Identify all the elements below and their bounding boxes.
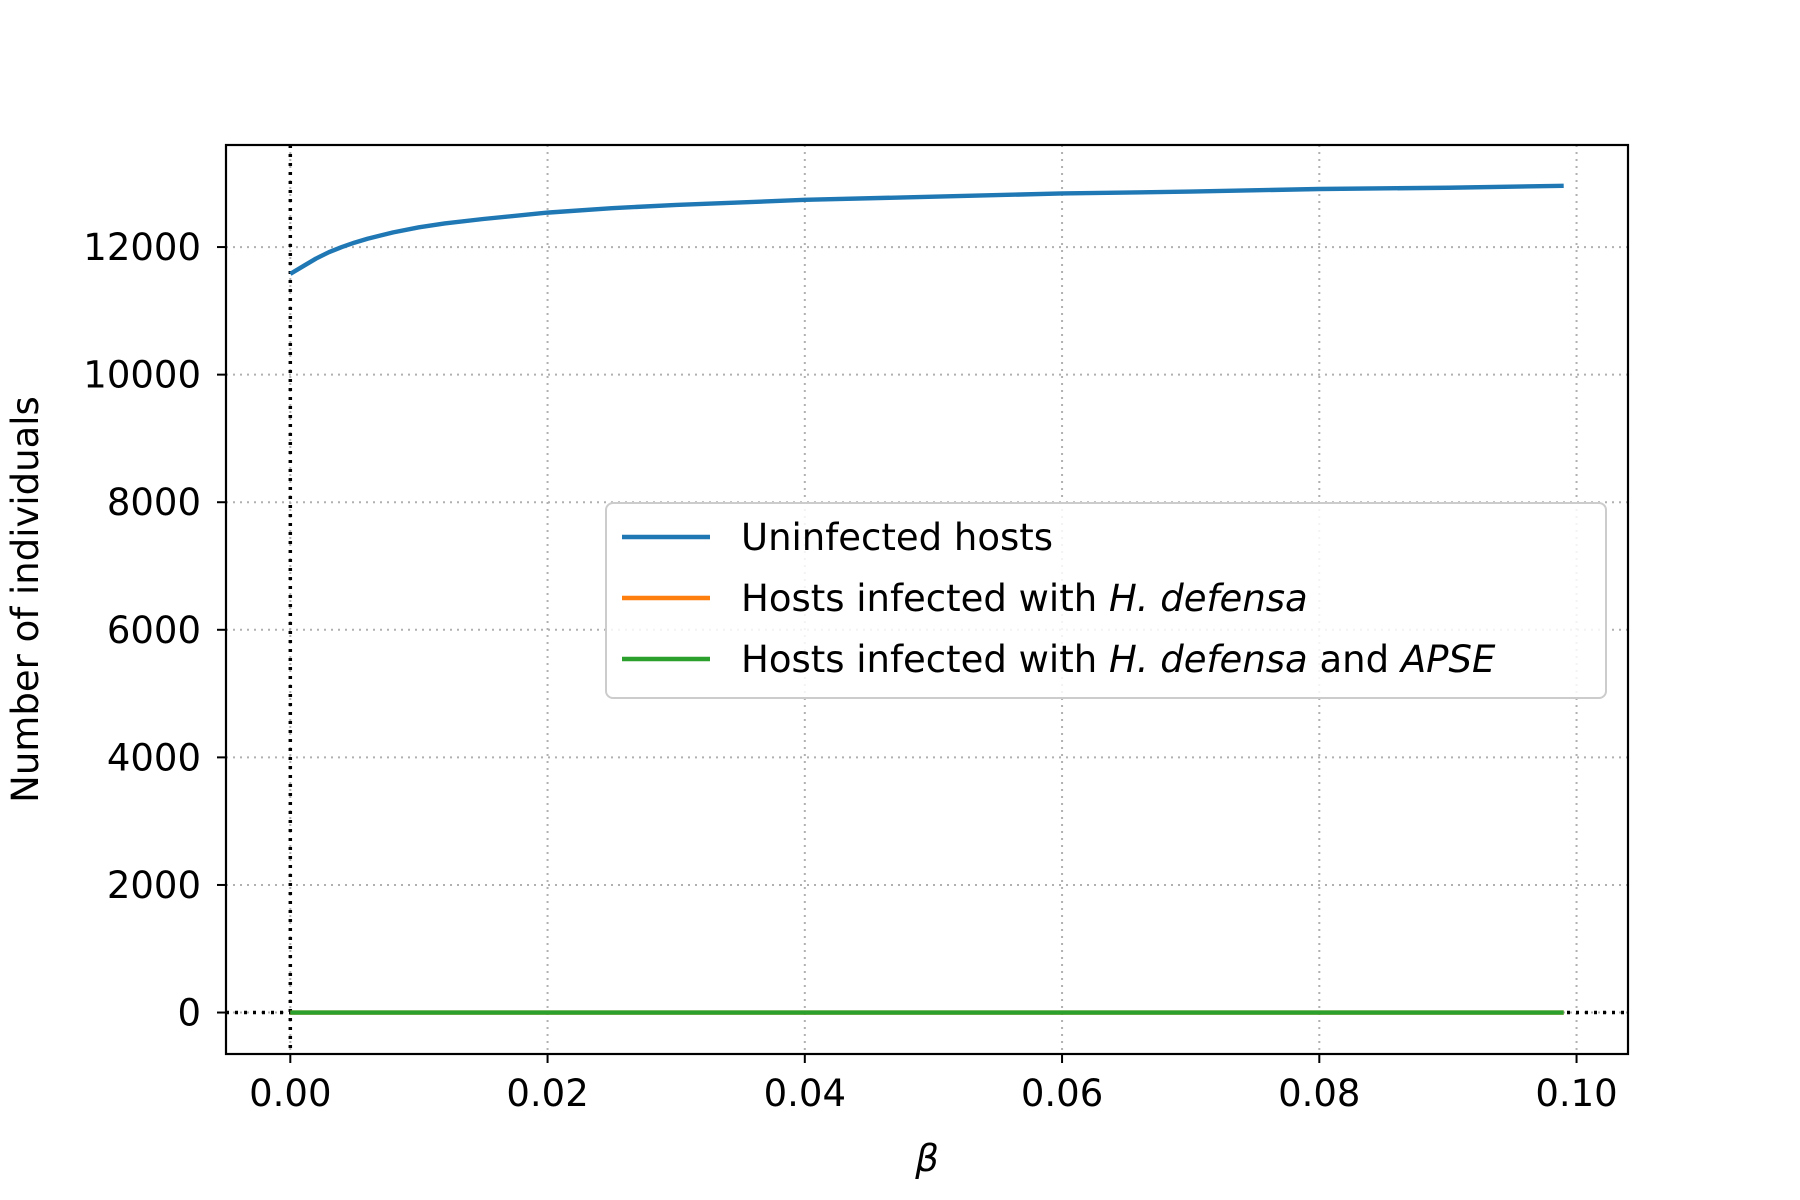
x-tick-label: 0.06 [1021, 1072, 1103, 1115]
y-axis: 0 2000 4000 6000 8000 10000 12000 [83, 226, 226, 1035]
y-tick-label: 0 [177, 992, 201, 1035]
x-tick-label: 0.08 [1278, 1072, 1360, 1115]
legend-label-3: Hosts infected with H. defensa and APSE [741, 638, 1496, 681]
y-tick-label: 8000 [107, 481, 201, 524]
y-tick-label: 2000 [107, 864, 201, 907]
x-axis: 0.00 0.02 0.04 0.06 0.08 0.10 [249, 1054, 1618, 1115]
y-tick-label: 6000 [107, 609, 201, 652]
series-group [289, 183, 1564, 1015]
y-axis-label: Number of individuals [4, 396, 47, 803]
legend-box [605, 502, 1607, 699]
y-tick-label: 4000 [107, 736, 201, 779]
x-tick-label: 0.02 [506, 1072, 588, 1115]
reference-lines [226, 145, 1628, 1054]
x-tick-label: 0.04 [764, 1072, 846, 1115]
x-tick-label: 0.10 [1535, 1072, 1617, 1115]
series-line-1 [289, 183, 1564, 276]
y-tick-label: 10000 [83, 354, 201, 397]
plot-frame [224, 143, 1630, 1056]
legend-label-1: Uninfected hosts [741, 516, 1053, 559]
x-axis-label: β [914, 1137, 939, 1180]
legend-label-2: Hosts infected with H. defensa [741, 577, 1308, 620]
legend: Uninfected hosts Hosts infected with H. d… [605, 502, 1607, 699]
y-tick-label: 12000 [83, 226, 201, 269]
x-tick-label: 0.00 [249, 1072, 331, 1115]
